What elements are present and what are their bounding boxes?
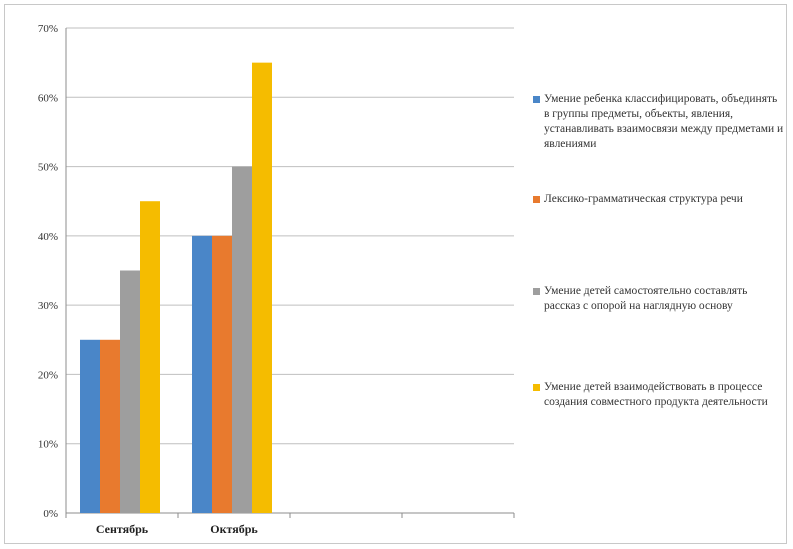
bar (232, 166, 252, 514)
bar (252, 62, 272, 514)
bar (192, 235, 212, 513)
legend-label: Умение ребенка классифицировать, объедин… (544, 93, 784, 150)
y-tick-label: 10% (38, 439, 58, 451)
bar (120, 270, 140, 513)
y-tick-label: 30% (38, 300, 58, 312)
legend-swatch (533, 288, 540, 295)
y-tick-label: 70% (38, 23, 58, 35)
legend-label: Лексико-грамматическая структура речи (544, 193, 743, 205)
bar (140, 201, 160, 513)
legend-swatch (533, 96, 540, 103)
bar (100, 339, 120, 513)
x-tick-label: Октябрь (210, 522, 258, 536)
y-tick-label: 40% (38, 231, 58, 243)
y-tick-label: 0% (43, 508, 58, 520)
bar (80, 339, 100, 513)
legend-item: Умение детей взаимодействовать в процесс… (533, 380, 785, 410)
y-tick-label: 50% (38, 162, 58, 174)
y-tick-label: 20% (38, 369, 58, 381)
legend-item: Умение детей самостоятельно составлять р… (533, 284, 785, 314)
legend-swatch (533, 384, 540, 391)
legend-label: Умение детей взаимодействовать в процесс… (544, 381, 768, 408)
y-tick-label: 60% (38, 92, 58, 104)
y-tick-labels: 0% 10% 20% 30% 40% 50% 60% 70% (38, 23, 58, 520)
legend-swatch (533, 196, 540, 203)
x-tick-labels: Сентябрь Октябрь (96, 522, 259, 536)
bar (212, 235, 232, 513)
bars (80, 62, 272, 514)
x-tick-label: Сентябрь (96, 522, 149, 536)
legend-label: Умение детей самостоятельно составлять р… (544, 285, 748, 312)
legend-item: Лексико-грамматическая структура речи (533, 192, 785, 207)
legend-item: Умение ребенка классифицировать, объедин… (533, 92, 785, 152)
